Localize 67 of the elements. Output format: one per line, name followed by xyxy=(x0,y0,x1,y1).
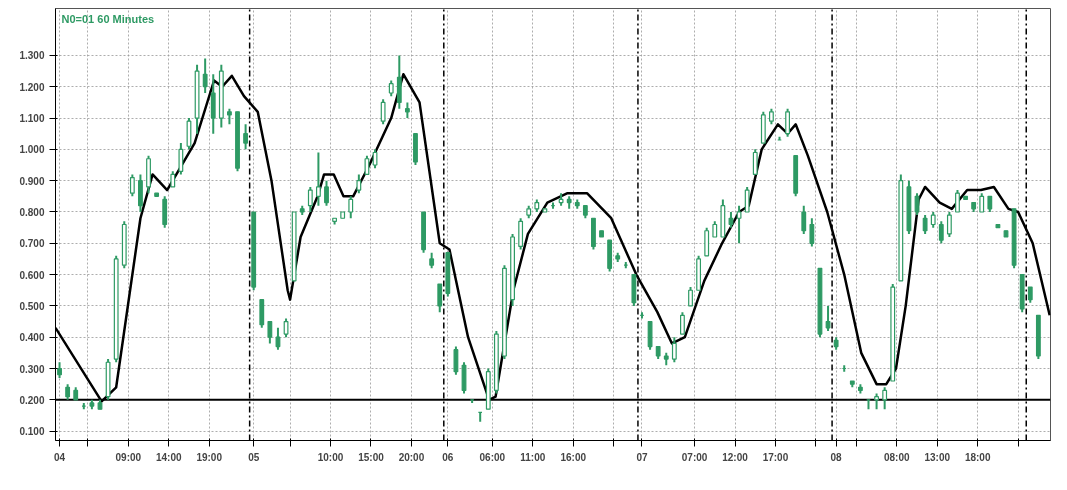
candlestick xyxy=(801,204,807,235)
candlestick xyxy=(202,57,208,95)
candlestick xyxy=(882,386,888,411)
candlestick xyxy=(785,107,791,138)
candlestick xyxy=(680,311,685,336)
y-tick-label: 1.100 xyxy=(19,113,45,125)
y-tick-label: 0.800 xyxy=(19,206,45,218)
x-tick-label: 18:00 xyxy=(964,451,991,463)
x-tick-label: 12:00 xyxy=(722,451,749,463)
candlestick xyxy=(453,345,459,376)
candlestick xyxy=(688,286,693,307)
candlestick xyxy=(364,154,370,176)
candlestick xyxy=(825,304,831,332)
candlestick xyxy=(744,185,750,213)
candlestick xyxy=(809,217,815,248)
x-tick-label: 11:00 xyxy=(520,451,546,463)
candlestick xyxy=(938,220,944,245)
x-tick-label: 07 xyxy=(636,451,648,463)
candlestick xyxy=(307,185,313,213)
candlestick xyxy=(129,173,135,198)
x-tick-label: 08:00 xyxy=(884,451,911,463)
candlestick xyxy=(752,148,758,176)
x-tick-label: 17:00 xyxy=(762,451,789,463)
y-tick-label: 0.400 xyxy=(19,332,45,344)
candlestick xyxy=(946,210,952,239)
y-tick-label: 0.300 xyxy=(19,363,45,375)
candlestick xyxy=(380,98,386,126)
x-tick-label: 09:00 xyxy=(115,451,142,463)
y-tick-label: 0.500 xyxy=(19,300,45,312)
candlestick xyxy=(979,192,985,213)
y-tick-label: 0.600 xyxy=(19,269,45,281)
x-tick-label: 08 xyxy=(830,451,843,463)
candlestick xyxy=(348,195,354,220)
x-tick-label: 06 xyxy=(442,451,454,463)
candlestick xyxy=(736,204,742,245)
candlestick xyxy=(267,320,273,345)
candlestick xyxy=(275,326,281,351)
candlestick xyxy=(437,282,443,314)
x-tick-label: 19:00 xyxy=(196,451,223,463)
x-tick-label: 04 xyxy=(53,451,66,463)
x-tick-label: 06:00 xyxy=(479,451,506,463)
x-tick-label: 10:00 xyxy=(317,451,344,463)
x-tick-label: 15:00 xyxy=(358,451,385,463)
chart-title: N0=01 60 Minutes xyxy=(61,12,155,25)
y-tick-label: 1.300 xyxy=(19,50,45,62)
x-tick-label: 07:00 xyxy=(681,451,708,463)
candlestick xyxy=(955,189,960,213)
candlestick xyxy=(922,214,928,235)
candlestick xyxy=(671,336,677,364)
y-tick-label: 1.000 xyxy=(19,144,45,156)
x-tick-label: 13:00 xyxy=(924,451,951,463)
y-tick-label: 1.200 xyxy=(19,81,45,93)
candlestick xyxy=(372,148,378,170)
y-tick-label: 0.700 xyxy=(19,238,45,250)
candlestick xyxy=(324,179,329,207)
x-tick-label: 14:00 xyxy=(155,451,182,463)
y-tick-label: 0.100 xyxy=(19,426,45,438)
candlestick xyxy=(243,123,249,151)
candlestick xyxy=(356,173,362,195)
x-tick-label: 20:00 xyxy=(398,451,425,463)
y-tick-label: 0.900 xyxy=(19,175,45,187)
candlestick xyxy=(315,151,321,207)
candlestick xyxy=(283,317,289,339)
x-tick-label: 05 xyxy=(248,451,260,463)
candlestick xyxy=(178,142,184,176)
x-tick-label: 16:00 xyxy=(560,451,587,463)
y-tick-label: 0.200 xyxy=(19,394,45,406)
